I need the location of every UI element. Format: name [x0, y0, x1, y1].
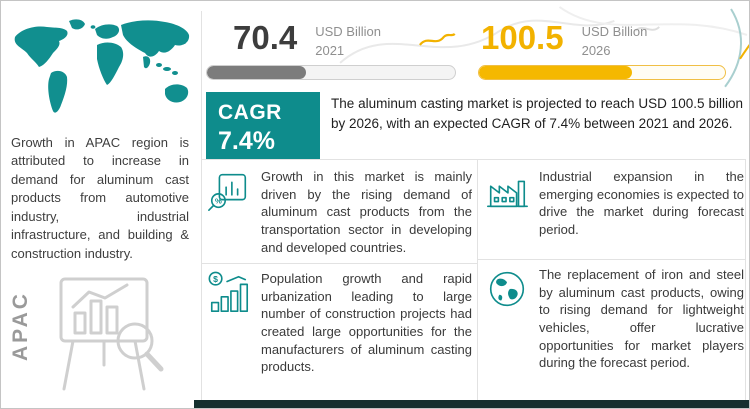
divider-opportunities — [477, 259, 746, 260]
market-size-2026: 100.5 USD Billion 2026 — [481, 21, 647, 61]
svg-text:%: % — [215, 196, 222, 205]
unit-year-2021: USD Billion 2021 — [315, 21, 381, 61]
apac-region-label: APAC — [9, 291, 32, 361]
opportunity-text: The replacement of iron and steel by alu… — [539, 267, 744, 371]
globe-icon — [484, 266, 530, 312]
driver-item-urbanization: $ Population growth and rapid urbanizati… — [206, 270, 472, 376]
market-size-2021: 70.4 USD Billion 2021 — [233, 21, 381, 61]
chart-easel-illustration — [51, 265, 175, 399]
divider-left-column — [201, 11, 202, 400]
driver-text: Growth in this market is mainly driven b… — [261, 169, 472, 255]
factory-icon — [484, 168, 530, 214]
unit-year-2026: USD Billion 2026 — [582, 21, 648, 61]
year-2021: 2021 — [315, 42, 345, 58]
cagr-value: 7.4% — [218, 127, 275, 155]
divider-right-edge — [745, 159, 746, 400]
value-2026: 100.5 — [481, 19, 564, 56]
opportunity-item-industrial: Industrial expansion in the emerging eco… — [484, 168, 744, 239]
progress-bar-2026 — [478, 65, 726, 80]
bottom-accent-bar — [194, 400, 749, 408]
world-map — [9, 15, 193, 129]
usd-billion-label-2021: USD Billion — [315, 24, 381, 39]
divider-middle-right — [477, 159, 478, 400]
bar-chart-magnifier-icon: % — [206, 168, 252, 214]
growth-bars-dollar-icon: $ — [206, 270, 252, 316]
divider-top-sections — [201, 159, 746, 160]
apac-growth-paragraph: Growth in APAC region is attributed to i… — [11, 135, 189, 261]
value-2021: 70.4 — [233, 19, 298, 56]
market-summary-text: The aluminum casting market is projected… — [331, 96, 743, 131]
progress-bar-2021 — [206, 65, 456, 80]
divider-drivers — [201, 263, 478, 264]
usd-billion-label-2026: USD Billion — [581, 24, 648, 39]
cagr-box: CAGR 7.4% — [206, 92, 320, 159]
year-2026: 2026 — [581, 42, 611, 58]
progress-fill-2021 — [207, 66, 307, 79]
driver-text: Population growth and rapid urbanization… — [261, 271, 472, 375]
svg-text:$: $ — [213, 274, 218, 284]
driver-item-transportation: % Growth in this market is mainly driven… — [206, 168, 472, 256]
progress-fill-2026 — [479, 66, 632, 79]
opportunity-text: Industrial expansion in the emerging eco… — [539, 169, 744, 238]
cagr-label: CAGR — [218, 101, 282, 124]
opportunity-item-lightweight: The replacement of iron and steel by alu… — [484, 266, 744, 372]
